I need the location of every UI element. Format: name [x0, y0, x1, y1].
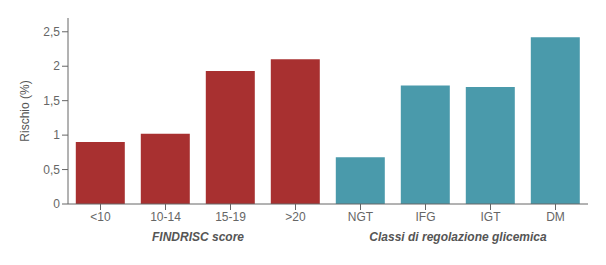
svg-text:2: 2 — [53, 59, 60, 73]
html-text:Classi di regolazione glicemic: Classi di regolazione glicemica — [369, 230, 547, 244]
svg-text:10-14: 10-14 — [150, 210, 181, 224]
svg-text:15-19: 15-19 — [215, 210, 246, 224]
svg-text:0,5: 0,5 — [43, 163, 60, 177]
svg-text:DM: DM — [546, 210, 565, 224]
svg-text:IFG: IFG — [416, 210, 436, 224]
svg-text:>20: >20 — [285, 210, 306, 224]
svg-text:1,5: 1,5 — [43, 94, 60, 108]
svg-text:1: 1 — [53, 128, 60, 142]
svg-text:IGT: IGT — [481, 210, 502, 224]
svg-text:NGT: NGT — [348, 210, 374, 224]
svg-text:2,5: 2,5 — [43, 25, 60, 39]
svg-text:Rischio (%): Rischio (%) — [18, 80, 32, 141]
svg-text:<10: <10 — [90, 210, 111, 224]
svg-text:0: 0 — [53, 197, 60, 211]
html-text:FINDRISC score: FINDRISC score — [152, 230, 244, 244]
